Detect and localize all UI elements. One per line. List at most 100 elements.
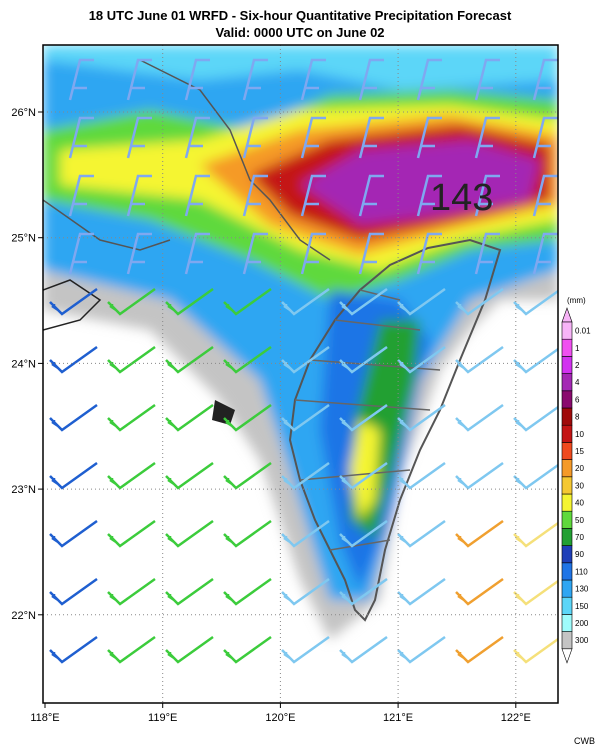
wind-barb (455, 287, 504, 316)
legend-label: 90 (575, 550, 584, 559)
lon-label: 120°E (265, 712, 295, 724)
wind-barb (339, 403, 388, 432)
wind-barb (126, 58, 152, 101)
legend-label: 130 (575, 585, 589, 594)
map-area: 143 (43, 45, 558, 703)
wind-barb (165, 519, 214, 548)
wind-barb (397, 403, 446, 432)
wind-barb (242, 116, 268, 159)
wind-barb (397, 577, 446, 606)
wind-barb (107, 461, 156, 490)
lat-label: 23°N (11, 484, 36, 496)
wind-barb (242, 58, 268, 101)
wind-barb (184, 58, 210, 101)
wind-barb (339, 461, 388, 490)
wind-barb (223, 635, 272, 664)
wind-barb (474, 232, 500, 275)
wind-barb (242, 174, 268, 217)
legend-swatch (561, 579, 573, 598)
wind-barb (358, 116, 384, 159)
legend-label: 0.01 (575, 327, 591, 336)
legend-label: 6 (575, 395, 580, 404)
wind-barb (49, 345, 98, 374)
wind-barb (49, 287, 98, 316)
wind-barb (455, 577, 504, 606)
wind-barb (339, 635, 388, 664)
legend-swatch (561, 442, 573, 460)
legend-label: 50 (575, 516, 584, 525)
legend-label: 20 (575, 464, 584, 473)
legend-swatch (561, 459, 573, 478)
lon-label: 118°E (30, 712, 59, 724)
wind-barb (107, 635, 156, 664)
legend-label: 110 (575, 567, 588, 576)
wind-barb (223, 287, 272, 316)
legend-swatch (561, 596, 573, 615)
colorbar: (mm) 300 200 150 130 110 90 70 50 40 30 20 15 10 8 6 4 2 1… (561, 296, 591, 664)
wind-barb (107, 519, 156, 548)
legend-swatch (561, 390, 573, 409)
wind-barb (397, 635, 446, 664)
map-frame (42, 44, 559, 704)
lat-label: 24°N (11, 358, 36, 370)
legend-swatch (561, 614, 573, 632)
legend-swatch (561, 528, 573, 546)
wind-barb (107, 403, 156, 432)
legend-swatch (561, 356, 573, 374)
wind-barb (165, 287, 214, 316)
wind-barb (281, 287, 330, 316)
wind-barb (49, 577, 98, 606)
legend-label: 4 (575, 378, 580, 387)
wind-barb (49, 403, 98, 432)
wind-barb (126, 232, 152, 275)
legend-swatch (561, 510, 573, 529)
wind-barbs (49, 58, 558, 664)
wind-barb (513, 579, 558, 606)
wind-barb (107, 287, 156, 316)
wind-barb (223, 403, 272, 432)
legend-arrow (561, 648, 573, 664)
wind-barb (416, 116, 442, 159)
legend-swatch (561, 407, 573, 426)
credit: CWB (574, 736, 595, 746)
wind-barb (513, 347, 558, 374)
wind-barb (358, 174, 384, 217)
title: 18 UTC June 01 WRFD - Six-hour Quantitat… (89, 8, 512, 23)
wind-barb (455, 461, 504, 490)
wind-barb (165, 577, 214, 606)
wind-barb (49, 519, 98, 548)
wind-barb (339, 577, 388, 606)
wind-barb (281, 461, 330, 490)
wind-barb (513, 405, 558, 432)
wind-barb (126, 116, 152, 159)
wind-barb (339, 519, 388, 548)
wind-barb (281, 519, 330, 548)
wind-barb (300, 58, 326, 101)
legend-label: 2 (575, 361, 580, 370)
wind-barb (165, 403, 214, 432)
lon-label: 122°E (501, 712, 531, 724)
wind-barb (397, 519, 446, 548)
subtitle: Valid: 0000 UTC on June 02 (215, 25, 384, 40)
wind-barb (223, 519, 272, 548)
wind-barb (49, 635, 98, 664)
wind-barb (165, 345, 214, 374)
wind-barb (513, 521, 558, 548)
wind-barb (513, 289, 558, 316)
wind-barb (513, 637, 558, 664)
legend-swatch (561, 321, 573, 340)
legend-label: 15 (575, 447, 584, 456)
legend-label: 150 (575, 602, 589, 611)
wind-barb (126, 174, 152, 217)
max-annotation: 143 (430, 177, 493, 219)
wind-barb (397, 287, 446, 316)
wind-barb (49, 461, 98, 490)
wind-barb (165, 635, 214, 664)
legend-label: 10 (575, 430, 584, 439)
wind-barb (184, 174, 210, 217)
wind-barb (416, 232, 442, 275)
wind-barb (416, 58, 442, 101)
wind-barb (358, 58, 384, 101)
wind-barb (184, 116, 210, 159)
